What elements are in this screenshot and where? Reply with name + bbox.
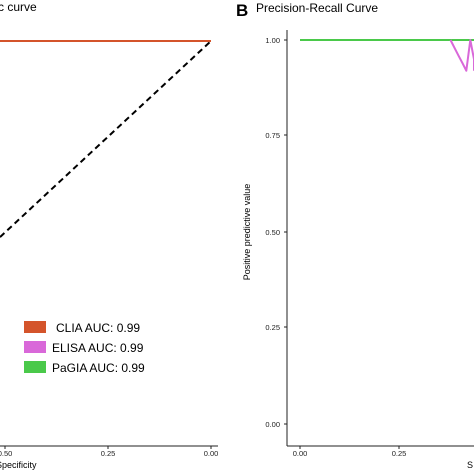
roc-x-tick: 0.00 (204, 449, 219, 458)
roc-title: c curve (0, 0, 37, 14)
pr-y-tick: 0.00 (265, 420, 280, 429)
pr-y-label: Positive predictive value (242, 184, 252, 281)
pr-x-label: S (467, 460, 473, 470)
pr-y-tick: 0.75 (265, 131, 280, 140)
pr-y-tick: 0.50 (265, 228, 280, 237)
pr-y-ticks: 0.00 0.25 0.50 0.75 1.00 (265, 36, 287, 429)
roc-lines (0, 40, 212, 238)
legend-key-pagia (24, 361, 46, 373)
panel-label-b: B (236, 1, 248, 20)
roc-legend: CLIA AUC: 0.99 ELISA AUC: 0.99 PaGIA AUC… (24, 321, 145, 375)
roc-x-label: Specificity (0, 460, 37, 470)
pr-title: Precision-Recall Curve (256, 1, 378, 15)
pr-y-tick: 0.25 (265, 323, 280, 332)
roc-x-tick: 0.50 (0, 449, 12, 458)
roc-panel: c curve 0.50 0.25 0.00 Specificity CLIA … (0, 0, 218, 470)
roc-x-ticks: 0.50 0.25 0.00 (0, 446, 218, 458)
roc-reference-line (0, 40, 212, 238)
pr-x-ticks: 0.00 0.25 (293, 446, 407, 458)
legend-label-clia: CLIA AUC: 0.99 (56, 321, 140, 335)
legend-key-clia (24, 321, 46, 333)
pr-panel: B Precision-Recall Curve Positive predic… (236, 1, 474, 470)
legend-label-elisa: ELISA AUC: 0.99 (52, 341, 144, 355)
pr-line-elisa (449, 39, 474, 72)
legend-key-elisa (24, 341, 46, 353)
pr-x-tick: 0.25 (392, 449, 407, 458)
roc-x-tick: 0.25 (101, 449, 116, 458)
pr-y-tick: 1.00 (265, 36, 280, 45)
pr-x-tick: 0.00 (293, 449, 308, 458)
legend-label-pagia: PaGIA AUC: 0.99 (52, 361, 145, 375)
pr-lines (300, 39, 474, 72)
